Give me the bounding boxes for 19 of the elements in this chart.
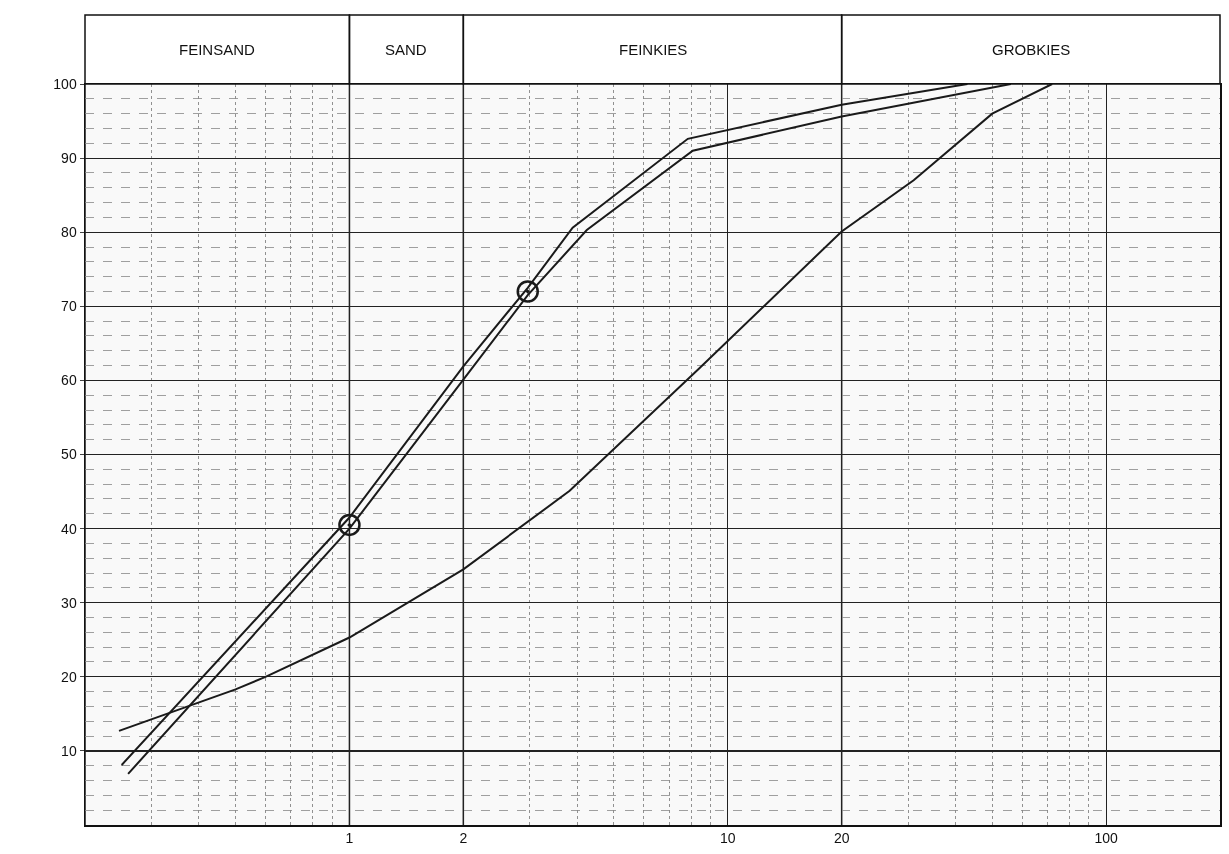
y-tick-label: 10 [61,742,77,759]
y-tick-label: 50 [61,446,77,463]
x-tick-label: 100 [1094,830,1118,847]
band-label: FEINKIES [619,41,688,58]
y-tick-label: 90 [61,150,77,166]
y-tick-label: 60 [61,372,77,389]
x-tick-label: 20 [833,830,850,847]
y-tick-label: 100 [53,75,77,92]
x-tick-label: 10 [719,830,736,847]
y-tick-label: 30 [61,594,77,611]
x-tick-label: 1 [345,830,354,847]
y-tick-label: 70 [61,298,77,315]
x-tick-label: 2 [459,830,468,847]
y-tick-label: 20 [61,668,77,685]
band-label: FEINSAND [179,41,256,58]
y-tick-label: 80 [61,224,77,241]
band-label: SAND [385,41,427,58]
y-tick-label: 40 [61,520,77,537]
band-label: GROBKIES [992,41,1071,58]
